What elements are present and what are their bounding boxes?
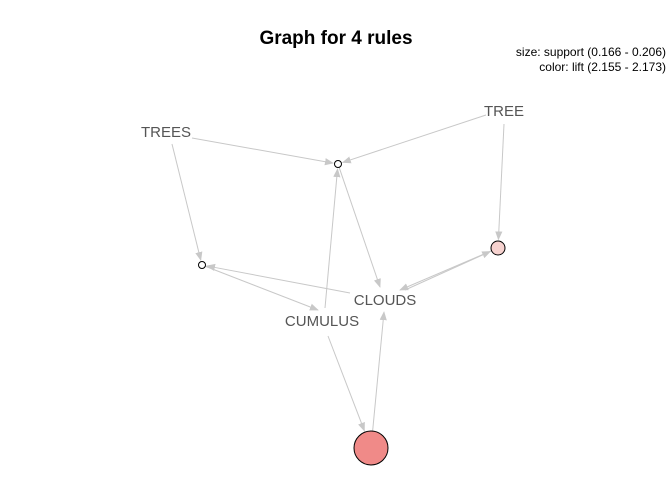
rule-node-rule4 [353,430,389,466]
edge-rule2-to-cumulus [205,265,319,311]
graph-title: Graph for 4 rules [259,28,413,49]
rule-node-rule1 [334,160,342,168]
edge-layer [171,114,505,432]
edge-rule4-to-clouds [372,311,387,432]
legend: size: support (0.166 - 0.206) color: lif… [516,45,666,75]
item-label-tree: TREE [484,103,524,120]
legend-color: color: lift (2.155 - 2.173) [539,60,666,74]
item-label-trees: TREES [141,124,191,141]
label-layer: TREES TREE CLOUDS CUMULUS [141,103,524,330]
rule-node-rule2 [198,261,206,269]
edge-clouds-to-rule2 [206,263,351,294]
legend-size: size: support (0.166 - 0.206) [515,45,666,59]
node-layer [198,160,506,466]
item-label-clouds: CLOUDS [354,292,417,309]
edge-cumulus-to-rule1 [324,168,341,309]
edge-trees-to-rule1 [191,137,334,166]
edge-rule3-to-cumulus [399,250,492,291]
edge-rule1-to-clouds [338,167,381,288]
item-label-cumulus: CUMULUS [285,313,359,330]
edge-cumulus-to-rule4 [327,335,365,432]
rule-node-rule3 [490,240,506,256]
edge-trees-to-rule2 [171,143,203,262]
edge-tree-to-rule1 [341,114,487,164]
edge-tree-to-rule3 [495,123,505,241]
